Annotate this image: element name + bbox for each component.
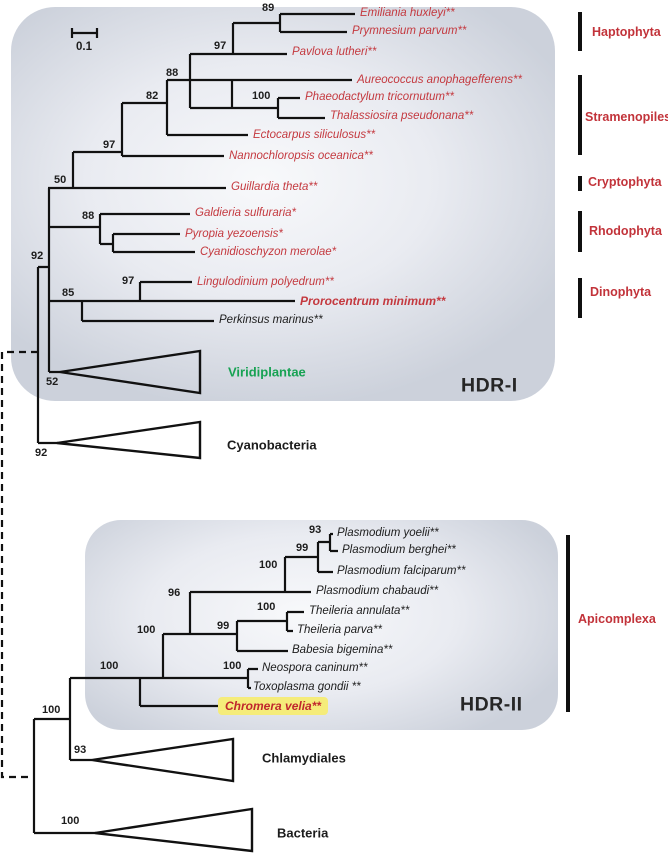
taxon-label-plasmodium-yoelii: Plasmodium yoelii**	[337, 527, 439, 540]
bootstrap-value: 97	[122, 275, 135, 287]
group-bracket-apicomplexa	[566, 535, 570, 712]
group-label-haptophyta: Haptophyta	[592, 25, 661, 39]
group-label-stramenopiles: Stramenopiles	[585, 110, 668, 124]
bootstrap-value: 100	[100, 660, 119, 672]
bootstrap-value: 100	[42, 704, 61, 716]
bootstrap-value: 96	[168, 587, 181, 599]
bootstrap-value: 100	[137, 624, 156, 636]
clade-label-chlamydiales: Chlamydiales	[262, 750, 346, 766]
taxon-label-guillardia-theta: Guillardia theta**	[231, 181, 318, 194]
bootstrap-value: 85	[62, 287, 75, 299]
taxon-label-perkinsus-marinus: Perkinsus marinus**	[219, 314, 323, 327]
taxon-label-aureococcus-anophagefferens: Aureococcus anophagefferens**	[357, 74, 522, 87]
taxon-label-pavlova-lutheri: Pavlova lutheri**	[292, 46, 377, 59]
viridiplantae-triangle	[59, 349, 202, 395]
bootstrap-value: 97	[103, 139, 116, 151]
cyanobacteria-triangle	[56, 420, 202, 460]
bootstrap-value: 100	[61, 815, 80, 827]
taxon-label-thalassiosira-pseudonana: Thalassiosira pseudonana**	[330, 110, 474, 123]
bootstrap-value: 88	[82, 210, 95, 222]
group-bracket-dinophyta	[578, 278, 582, 318]
taxon-label-theileria-annulata: Theileria annulata**	[309, 605, 410, 618]
taxon-label-pyropia-yezoensis: Pyropia yezoensis*	[185, 228, 283, 241]
group-label-apicomplexa: Apicomplexa	[578, 612, 656, 626]
tree-hdr2-branches	[32, 532, 338, 835]
bootstrap-value: 89	[262, 2, 275, 14]
taxon-label-cyanidioschyzon-merolae: Cyanidioschyzon merolae*	[200, 246, 337, 259]
taxon-label-toxoplasma-gondii: Toxoplasma gondii **	[253, 681, 361, 694]
bootstrap-value: 82	[146, 90, 159, 102]
taxon-label-plasmodium-chabaudi: Plasmodium chabaudi**	[316, 585, 439, 598]
taxon-label-lingulodinium-polyedrum: Lingulodinium polyedrum**	[197, 276, 334, 289]
taxon-label-emiliania-huxleyi: Emiliania huxleyi**	[360, 7, 455, 20]
clade-label-bacteria: Bacteria	[277, 825, 329, 841]
taxon-label-chromera-velia-highlighted: Chromera velia**	[218, 697, 329, 715]
bootstrap-value: 99	[296, 542, 309, 554]
group-bracket-rhodophyta	[578, 211, 582, 252]
taxon-label-galdieria-sulfuraria: Galdieria sulfuraria*	[195, 207, 296, 220]
group-bracket-stramenopiles	[578, 75, 582, 155]
taxon-label-ectocarpus-siliculosus: Ectocarpus siliculosus**	[253, 129, 376, 142]
hdr1-panel	[11, 7, 555, 401]
bacteria-triangle	[94, 807, 254, 853]
bootstrap-value: 100	[223, 660, 242, 672]
clade-label-viridiplantae: Viridiplantae	[228, 364, 306, 380]
group-bracket-haptophyta	[578, 12, 582, 51]
taxon-label-phaeodactylum-tricornutum: Phaeodactylum tricornutum**	[305, 91, 454, 104]
bootstrap-value: 100	[259, 559, 278, 571]
bootstrap-value: 93	[74, 744, 87, 756]
taxon-label-neospora-caninum: Neospora caninum**	[262, 662, 368, 675]
taxon-label-plasmodium-falciparum: Plasmodium falciparum**	[337, 565, 466, 578]
group-bracket-cryptophyta	[578, 176, 582, 191]
dashed-connector-line	[0, 350, 38, 779]
chlamydiales-triangle	[91, 737, 235, 783]
hdr2-label: HDR-II	[460, 693, 523, 716]
clade-label-cyanobacteria: Cyanobacteria	[227, 437, 317, 453]
hdr1-label: HDR-I	[461, 374, 518, 397]
bootstrap-value: 100	[257, 601, 276, 613]
scale-bar-label: 0.1	[76, 41, 92, 53]
taxon-label-prorocentrum-minimum: Prorocentrum minimum**	[300, 293, 446, 308]
bootstrap-value: 93	[309, 524, 322, 536]
group-label-rhodophyta: Rhodophyta	[589, 224, 662, 238]
bootstrap-value: 50	[54, 174, 67, 186]
scale-bar	[70, 28, 99, 38]
bootstrap-value: 88	[166, 67, 179, 79]
taxon-label-nannochloropsis-oceanica: Nannochloropsis oceanica**	[229, 150, 373, 163]
bootstrap-value: 99	[217, 620, 230, 632]
taxon-label-prymnesium-parvum: Prymnesium parvum**	[352, 25, 467, 38]
bootstrap-value: 92	[31, 250, 44, 262]
taxon-label-babesia-bigemina: Babesia bigemina**	[292, 644, 393, 657]
taxon-label-theileria-parva: Theileria parva**	[297, 624, 383, 637]
bootstrap-value: 52	[46, 376, 59, 388]
group-label-cryptophyta: Cryptophyta	[588, 175, 662, 189]
bootstrap-value: 97	[214, 40, 227, 52]
tree-hdr1-branches	[36, 12, 355, 445]
hdr2-panel	[85, 520, 558, 730]
bootstrap-value: 100	[252, 90, 271, 102]
bootstrap-value: 92	[35, 447, 48, 459]
taxon-label-plasmodium-berghei: Plasmodium berghei**	[342, 544, 456, 557]
group-label-dinophyta: Dinophyta	[590, 285, 652, 299]
